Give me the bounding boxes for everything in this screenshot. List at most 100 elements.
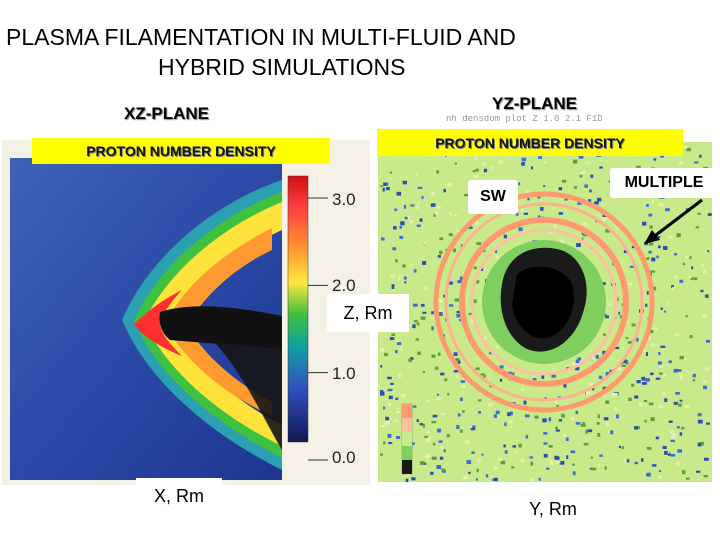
noise-speck	[671, 433, 677, 438]
noise-speck	[697, 212, 701, 215]
noise-speck	[561, 413, 565, 418]
noise-speck	[663, 373, 667, 377]
noise-speck	[402, 180, 407, 185]
noise-speck	[483, 374, 486, 378]
noise-speck	[587, 161, 591, 164]
noise-speck	[388, 442, 393, 445]
noise-speck	[498, 159, 503, 164]
noise-speck	[508, 420, 513, 424]
noise-speck	[432, 442, 436, 446]
noise-speck	[395, 411, 400, 414]
noise-speck	[692, 379, 696, 382]
noise-speck	[597, 197, 602, 202]
noise-speck	[681, 470, 686, 475]
noise-speck	[690, 277, 695, 280]
noise-speck	[627, 341, 633, 344]
noise-speck	[437, 254, 441, 258]
noise-speck	[705, 367, 710, 371]
noise-speck	[657, 236, 661, 239]
noise-speck	[605, 400, 610, 404]
noise-speck	[437, 352, 441, 356]
noise-speck	[696, 470, 701, 473]
noise-speck	[438, 299, 444, 303]
noise-speck	[530, 477, 534, 482]
noise-speck	[538, 477, 541, 481]
noise-speck	[670, 430, 674, 434]
noise-speck	[497, 458, 503, 462]
noise-speck	[623, 458, 627, 463]
noise-speck	[645, 352, 649, 357]
noise-speck	[495, 410, 500, 415]
noise-speck	[396, 342, 402, 346]
noise-speck	[605, 372, 610, 376]
noise-speck	[384, 421, 390, 425]
noise-speck	[392, 247, 397, 251]
noise-speck	[453, 352, 458, 356]
noise-speck	[531, 166, 534, 170]
noise-speck	[478, 411, 482, 414]
noise-speck	[703, 269, 707, 274]
noise-speck	[402, 264, 406, 268]
noise-speck	[457, 413, 461, 417]
noise-speck	[697, 419, 703, 424]
noise-speck	[542, 418, 547, 423]
noise-speck	[476, 242, 482, 245]
noise-speck	[380, 391, 385, 396]
noise-speck	[460, 384, 466, 388]
noise-speck	[431, 191, 436, 196]
noise-speck	[689, 334, 693, 339]
noise-speck	[521, 157, 527, 162]
slide-title: PLASMA FILAMENTATION IN MULTI-FLUID AND …	[6, 22, 696, 82]
yz-quantity-label: PROTON NUMBER DENSITY	[377, 129, 683, 156]
noise-speck	[491, 478, 495, 481]
noise-speck	[504, 450, 508, 454]
noise-speck	[689, 276, 692, 279]
noise-speck	[691, 266, 694, 270]
yz-density-plot	[372, 134, 716, 486]
noise-speck	[653, 158, 657, 161]
noise-speck	[380, 424, 386, 427]
noise-speck	[636, 380, 641, 384]
noise-speck	[499, 365, 504, 369]
noise-speck	[645, 303, 648, 307]
noise-speck	[575, 359, 580, 364]
noise-speck	[650, 372, 654, 376]
noise-speck	[668, 360, 672, 364]
noise-speck	[443, 188, 446, 193]
noise-speck	[477, 399, 482, 402]
noise-speck	[380, 347, 385, 352]
noise-speck	[440, 372, 445, 376]
noise-speck	[655, 377, 661, 380]
noise-speck	[460, 397, 463, 402]
noise-speck	[646, 291, 649, 295]
noise-speck	[705, 294, 709, 298]
noise-speck	[520, 458, 525, 463]
noise-speck	[591, 467, 597, 471]
noise-speck	[651, 199, 655, 204]
noise-speck	[643, 399, 648, 403]
noise-speck	[676, 426, 680, 429]
noise-speck	[658, 476, 663, 480]
noise-speck	[636, 165, 641, 168]
noise-speck	[435, 211, 439, 216]
noise-speck	[549, 460, 554, 465]
noise-speck	[412, 324, 416, 329]
noise-speck	[460, 380, 466, 383]
x-axis-label: X, Rm	[136, 478, 222, 514]
noise-speck	[400, 394, 406, 398]
noise-speck	[426, 430, 430, 433]
noise-speck	[548, 417, 552, 422]
noise-speck	[623, 250, 628, 254]
noise-speck	[499, 378, 503, 382]
noise-speck	[389, 171, 393, 174]
noise-speck	[678, 403, 682, 407]
noise-speck	[475, 221, 479, 226]
noise-speck	[439, 250, 443, 255]
noise-speck	[670, 453, 676, 457]
noise-speck	[419, 422, 423, 426]
noise-speck	[694, 277, 698, 281]
noise-speck	[577, 201, 582, 205]
noise-speck	[440, 412, 446, 416]
noise-speck	[579, 174, 583, 178]
noise-speck	[410, 204, 415, 207]
